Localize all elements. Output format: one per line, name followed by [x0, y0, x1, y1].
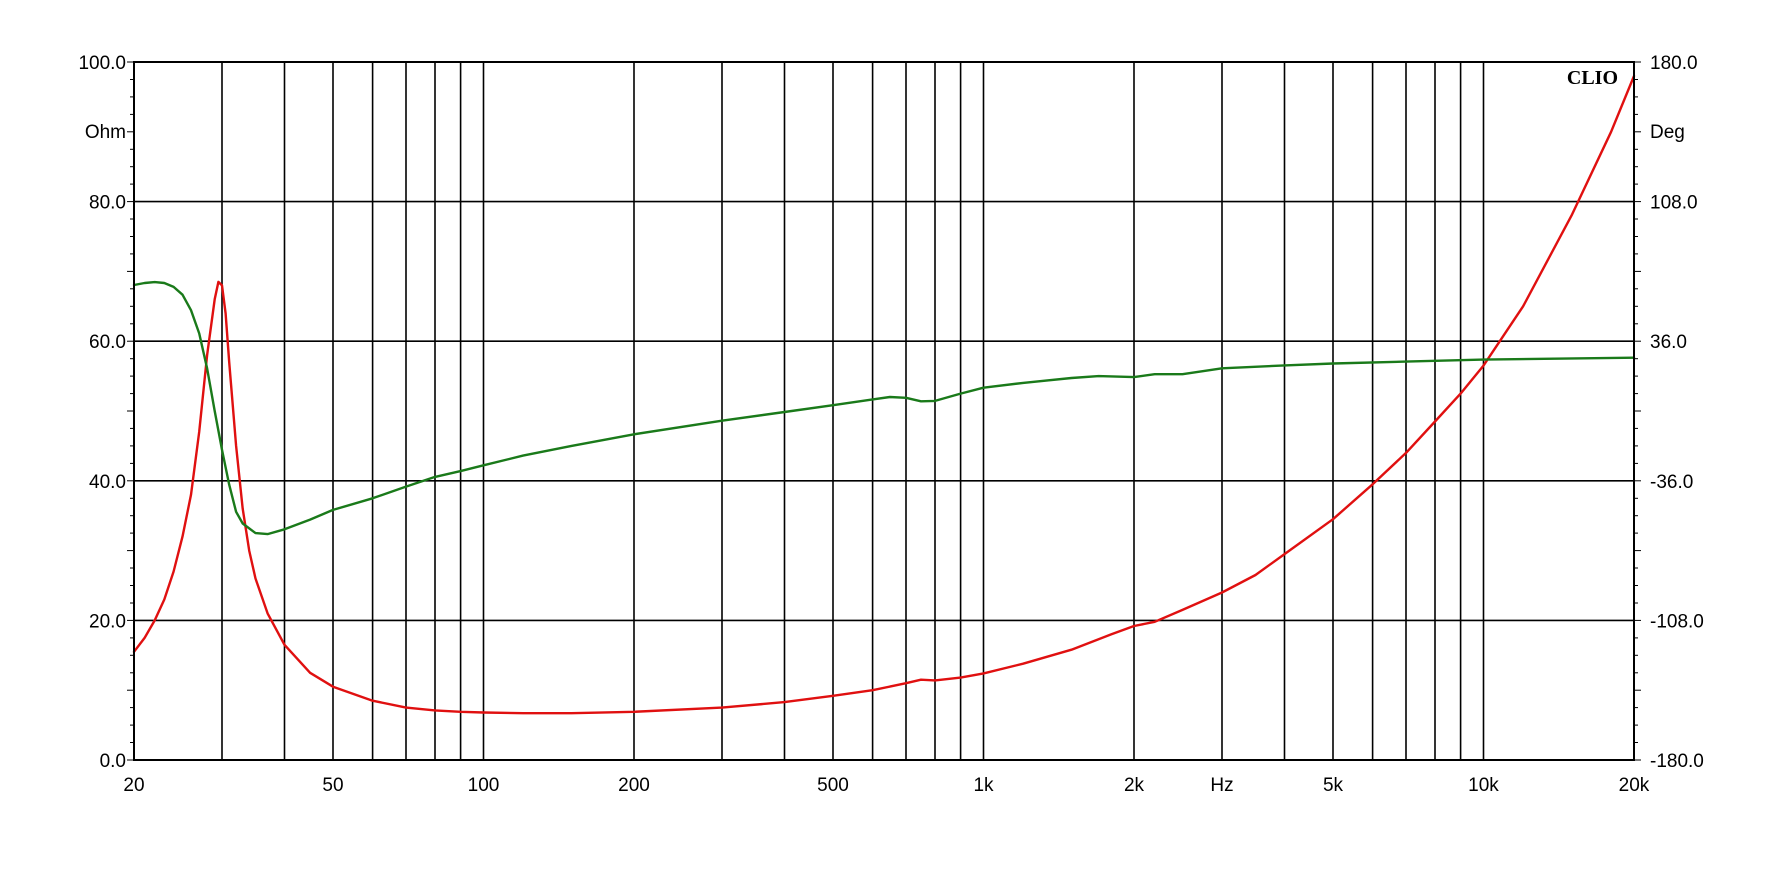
- right-tick-label: -36.0: [1650, 472, 1693, 493]
- left-tick-label: 0.0: [100, 751, 126, 772]
- right-unit-label: Deg: [1650, 122, 1685, 143]
- x-tick-label: 20: [123, 775, 144, 796]
- phase-curve: [132, 280, 1636, 536]
- x-tick-label: 100: [468, 775, 500, 796]
- grid-lines: [134, 61, 1634, 761]
- right-tick-label: 36.0: [1650, 332, 1687, 353]
- axis-minor-ticks: [127, 61, 1641, 761]
- left-tick-label: 80.0: [89, 193, 126, 214]
- impedance-curve: [132, 74, 1636, 715]
- x-tick-label: 20k: [1619, 775, 1650, 796]
- left-tick-label: 100.0: [78, 53, 126, 74]
- right-tick-label: -180.0: [1650, 751, 1704, 772]
- x-tick-label: 2k: [1124, 775, 1145, 796]
- x-tick-label: 200: [618, 775, 650, 796]
- x-tick-label: 1k: [973, 775, 994, 796]
- right-tick-label: 180.0: [1650, 53, 1698, 74]
- x-tick-label: 10k: [1468, 775, 1499, 796]
- x-unit-label: Hz: [1210, 775, 1233, 796]
- x-tick-label: 500: [817, 775, 849, 796]
- left-tick-label: 20.0: [89, 611, 126, 632]
- left-tick-label: 60.0: [89, 332, 126, 353]
- plot-frame: [133, 61, 1635, 761]
- left-unit-label: Ohm: [85, 122, 126, 143]
- right-tick-label: -108.0: [1650, 611, 1704, 632]
- x-tick-label: 50: [322, 775, 343, 796]
- x-tick-label: 5k: [1323, 775, 1344, 796]
- right-tick-label: 108.0: [1650, 193, 1698, 214]
- brand-logo: CLIO: [1567, 67, 1618, 89]
- axis-labels: 20 50 100 200 500 1k 2k 5k 10k 20k Hz 0.0 20.0 40.0 60…: [78, 53, 1703, 796]
- left-tick-label: 40.0: [89, 472, 126, 493]
- data-series: [132, 74, 1636, 715]
